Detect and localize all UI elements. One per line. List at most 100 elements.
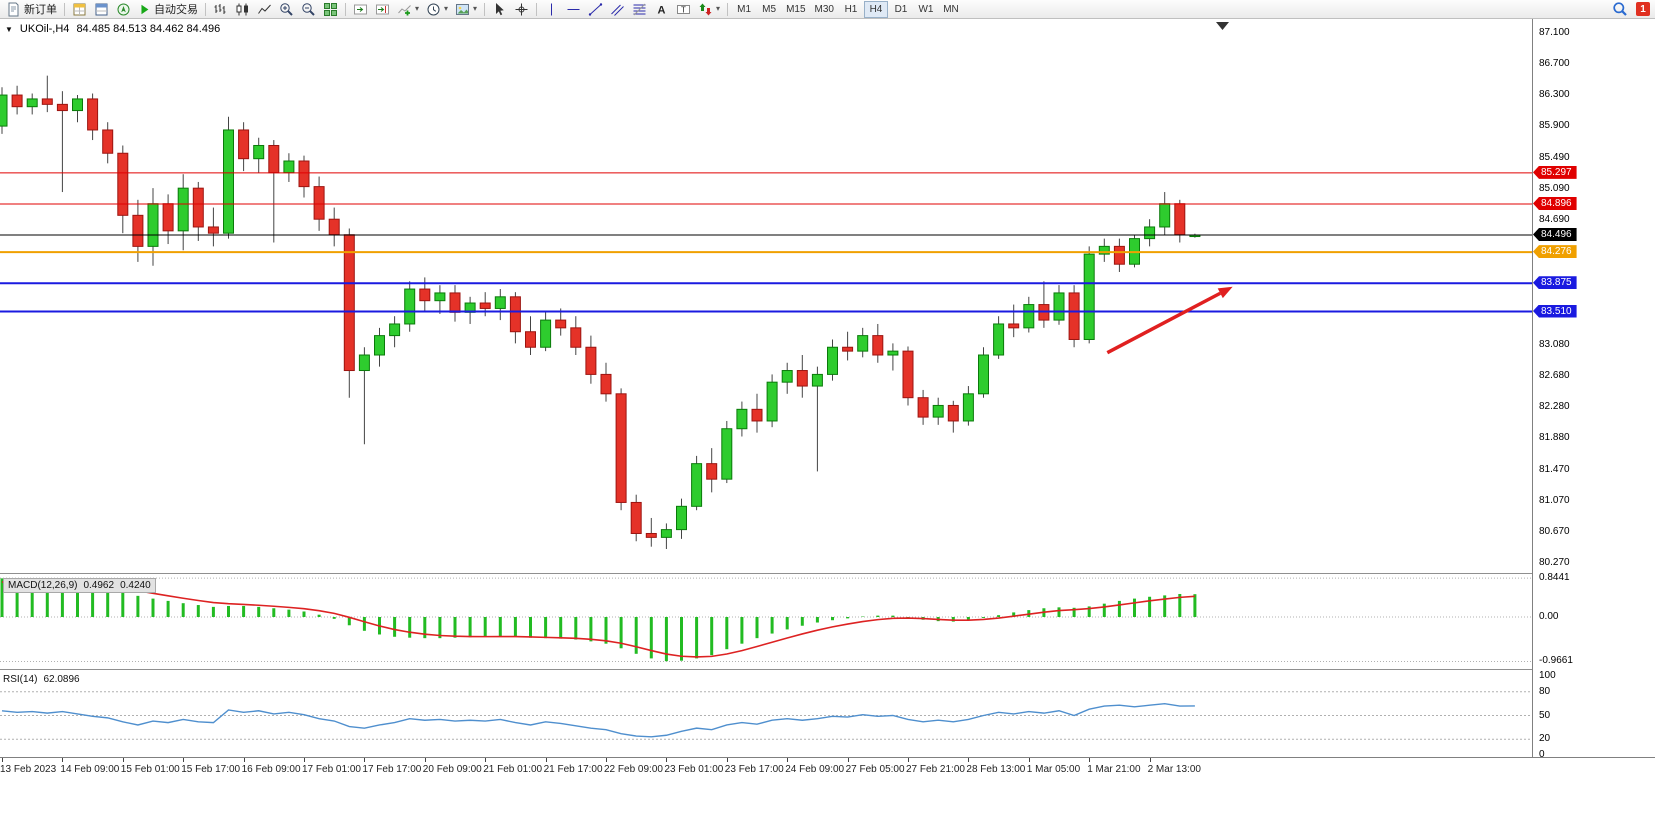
trend-arrow-annotation[interactable] — [1106, 286, 1233, 355]
toolbar-right-group: 1 — [1609, 1, 1652, 18]
cursor-icon — [492, 2, 507, 17]
candlestick-chart-button[interactable] — [232, 1, 253, 18]
bar-chart-button[interactable] — [210, 1, 231, 18]
vertical-line-icon — [544, 2, 559, 17]
macd-signal-line — [1, 580, 1195, 658]
rsi-axis-label: 50 — [1539, 709, 1551, 721]
macd-panel[interactable] — [0, 575, 1532, 667]
time-axis-tick — [62, 758, 64, 762]
time-axis-label: 17 Feb 17:00 — [362, 764, 422, 775]
price-badge-84.496[interactable]: 84.496 — [1533, 228, 1577, 242]
data-window-button[interactable] — [91, 1, 112, 18]
auto-scroll-icon — [353, 2, 368, 17]
rsi-axis-label: 20 — [1539, 733, 1551, 745]
price-axis-label: 80.670 — [1539, 525, 1570, 537]
price-axis-label: 86.300 — [1539, 89, 1570, 101]
bar-chart-icon — [213, 2, 228, 17]
price-badge-83.510[interactable]: 83.510 — [1533, 304, 1577, 318]
price-badge-83.875[interactable]: 83.875 — [1533, 276, 1577, 290]
text-button[interactable]: A — [651, 1, 672, 18]
zoom-in-button[interactable] — [276, 1, 297, 18]
rsi-indicator-label: RSI(14) 62.0896 — [3, 674, 80, 685]
navigator-button[interactable] — [113, 1, 134, 18]
fibonacci-button[interactable] — [629, 1, 650, 18]
timeframe-h1-button[interactable]: H1 — [839, 1, 863, 18]
toolbar-separator — [205, 2, 206, 16]
arrows-button[interactable]: ▾ — [695, 1, 723, 18]
time-axis-label: 23 Feb 01:00 — [664, 764, 724, 775]
autotrading-icon — [138, 3, 151, 16]
time-axis-label: 15 Feb 01:00 — [120, 764, 180, 775]
chart-shift-marker[interactable] — [1216, 22, 1229, 30]
time-axis-tick — [424, 758, 426, 762]
candlestick-chart[interactable] — [0, 19, 1532, 572]
notification-badge[interactable]: 1 — [1636, 2, 1650, 16]
timeframe-w1-button[interactable]: W1 — [914, 1, 938, 18]
text-icon: A — [654, 2, 669, 17]
timeframe-mn-button[interactable]: MN — [939, 1, 963, 18]
tile-windows-button[interactable] — [320, 1, 341, 18]
timeframe-m1-button[interactable]: M1 — [732, 1, 756, 18]
macd-axis-label: -0.9661 — [1539, 655, 1573, 667]
panel-splitter[interactable] — [0, 669, 1655, 670]
timeframe-m5-button[interactable]: M5 — [757, 1, 781, 18]
channel-button[interactable] — [607, 1, 628, 18]
crosshair-button[interactable] — [511, 1, 532, 18]
time-axis-tick — [485, 758, 487, 762]
cursor-button[interactable] — [489, 1, 510, 18]
price-axis-label: 80.270 — [1539, 556, 1570, 568]
autotrading-button[interactable]: 自动交易 — [135, 1, 201, 18]
collapse-arrow-icon[interactable]: ▼ — [5, 24, 13, 34]
toolbar: 新订单 自动交易 ▾ ▾ ▾ A T ▾ M1 M — [0, 0, 1655, 19]
zoom-in-icon — [279, 2, 294, 17]
zoom-out-icon — [301, 2, 316, 17]
macd-indicator-label: MACD(12,26,9) 0.4962 0.4240 — [3, 578, 156, 593]
periods-button[interactable]: ▾ — [423, 1, 451, 18]
price-axis-label: 81.470 — [1539, 463, 1570, 475]
chevron-down-icon: ▾ — [473, 4, 478, 13]
time-axis-tick — [243, 758, 245, 762]
panel-splitter[interactable] — [0, 573, 1655, 574]
horizontal-line-button[interactable] — [563, 1, 584, 18]
auto-scroll-button[interactable] — [350, 1, 371, 18]
search-button[interactable] — [1609, 1, 1631, 18]
time-axis-label: 14 Feb 09:00 — [60, 764, 120, 775]
chart-symbol-period-label: ▼ UKOil-,H4 84.485 84.513 84.462 84.496 — [5, 23, 220, 35]
periods-icon — [426, 2, 441, 17]
text-label-button[interactable]: T — [673, 1, 694, 18]
rsi-panel[interactable] — [0, 671, 1532, 756]
trendline-icon — [588, 2, 603, 17]
timeframe-m15-button[interactable]: M15 — [782, 1, 809, 18]
price-axis-label: 85.900 — [1539, 120, 1570, 132]
time-axis-label: 24 Feb 09:00 — [785, 764, 845, 775]
candles — [0, 75, 1201, 550]
templates-button[interactable]: ▾ — [452, 1, 480, 18]
trendline-button[interactable] — [585, 1, 606, 18]
add-indicator-icon — [397, 2, 412, 17]
new-order-button[interactable]: 新订单 — [3, 1, 60, 18]
price-badge-84.896[interactable]: 84.896 — [1533, 196, 1577, 210]
price-axis-label: 82.680 — [1539, 369, 1570, 381]
macd-histogram — [0, 578, 1197, 662]
time-axis[interactable]: 13 Feb 2023 14 Feb 09:00 15 Feb 01:00 15 Fe… — [0, 757, 1655, 779]
timeframe-d1-button[interactable]: D1 — [889, 1, 913, 18]
macd-axis-label: 0.00 — [1539, 611, 1559, 622]
time-axis-label: 13 Feb 2023 — [0, 764, 57, 775]
add-indicator-button[interactable]: ▾ — [394, 1, 422, 18]
price-badge-85.297[interactable]: 85.297 — [1533, 165, 1577, 179]
time-axis-tick — [122, 758, 124, 762]
vertical-line-button[interactable] — [541, 1, 562, 18]
timeframe-h4-button[interactable]: H4 — [863, 0, 888, 18]
market-watch-button[interactable] — [69, 1, 90, 18]
price-badge-84.276[interactable]: 84.276 — [1533, 245, 1577, 259]
zoom-out-button[interactable] — [298, 1, 319, 18]
time-axis-tick — [304, 758, 305, 762]
line-chart-button[interactable] — [254, 1, 275, 18]
price-axis[interactable]: 87.100 86.700 86.300 85.900 85.490 85.090 84.6… — [1532, 19, 1655, 760]
text-label-icon: T — [676, 2, 691, 17]
chart-shift-button[interactable] — [372, 1, 393, 18]
time-axis-tick — [787, 758, 789, 762]
crosshair-icon — [514, 2, 529, 17]
timeframe-m30-button[interactable]: M30 — [811, 1, 838, 18]
toolbar-separator — [64, 2, 65, 16]
